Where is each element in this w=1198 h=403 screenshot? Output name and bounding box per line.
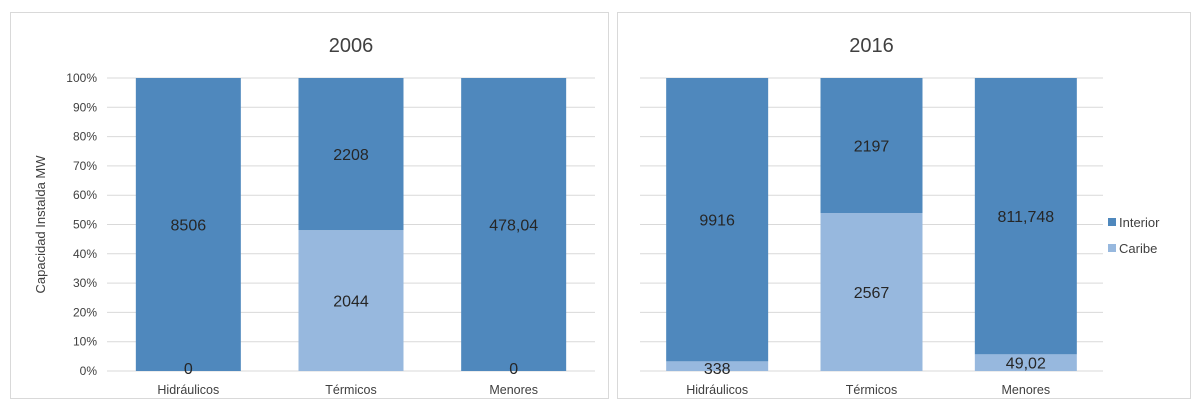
chart1-data-label-caribe-2: 2044 xyxy=(333,294,369,311)
chart1-ytick-label: 30% xyxy=(73,276,97,290)
chart2-data-label-interior-3: 811,748 xyxy=(998,209,1055,226)
chart1-ytick-label: 80% xyxy=(73,130,97,144)
chart2-bar-caribe-1 xyxy=(666,361,769,371)
chart2-bar-caribe-3 xyxy=(974,354,1077,371)
chart2-data-label-interior-1: 9916 xyxy=(699,213,735,230)
chart1-data-label-caribe-3: 0 xyxy=(509,361,518,378)
chart2-data-label-caribe-1: 338 xyxy=(704,361,731,378)
chart1-ytick-label: 70% xyxy=(73,159,97,173)
chart2-data-label-caribe-2: 2567 xyxy=(854,285,890,302)
chart2-bar-caribe-2 xyxy=(820,213,923,371)
chart2-category-label-1: Hidráulicos xyxy=(686,383,748,397)
chart1-ytick-label: 100% xyxy=(66,71,97,85)
chart2-bar-interior-1 xyxy=(666,78,769,362)
chart1-data-label-caribe-1: 0 xyxy=(184,361,193,378)
chart1-data-label-interior-3: 478,04 xyxy=(489,218,538,235)
chart2-category-label-3: Menores xyxy=(1002,383,1051,397)
chart1-title: 2006 xyxy=(329,35,374,57)
legend-label-caribe: Caribe xyxy=(1119,240,1158,256)
chart1-data-label-interior-2: 2208 xyxy=(333,147,369,164)
chart2-category-label-2: Térmicos xyxy=(846,383,897,397)
chart2-bar-interior-2 xyxy=(820,78,923,214)
chart1-data-label-interior-1: 8506 xyxy=(171,218,207,235)
chart1-category-label-2: Térmicos xyxy=(325,383,376,397)
chart1-ytick-label: 90% xyxy=(73,100,97,114)
chart1-bar-interior-1 xyxy=(135,78,241,371)
chart1-bar-interior-2 xyxy=(298,78,404,231)
chart1-ytick-label: 20% xyxy=(73,305,97,319)
chart1-ytick-label: 50% xyxy=(73,218,97,232)
chart1-bar-caribe-2 xyxy=(298,230,404,371)
chart1-ytick-label: 10% xyxy=(73,335,97,349)
chart1-ytick-label: 40% xyxy=(73,247,97,261)
legend-label-interior: Interior xyxy=(1119,214,1160,230)
chart1-category-label-3: Menores xyxy=(489,383,538,397)
legend-swatch-caribe xyxy=(1108,244,1116,252)
legend-item-interior: Interior xyxy=(1108,212,1159,232)
chart2-title: 2016 xyxy=(849,35,894,57)
chart2-data-label-interior-2: 2197 xyxy=(854,139,890,156)
chart1-ytick-label: 0% xyxy=(80,364,98,378)
legend-swatch-interior xyxy=(1108,218,1116,226)
chart1-bar-interior-3 xyxy=(461,78,567,371)
chart1-category-label-1: Hidráulicos xyxy=(157,383,219,397)
chart2-data-label-caribe-3: 49,02 xyxy=(1006,356,1046,373)
legend: Interior Caribe xyxy=(1108,212,1159,264)
legend-item-caribe: Caribe xyxy=(1108,238,1159,258)
chart1-ylabel: Capacidad Instalda MW xyxy=(33,155,48,294)
chart2-bar-interior-3 xyxy=(974,78,1077,355)
chart1-ytick-label: 60% xyxy=(73,188,97,202)
